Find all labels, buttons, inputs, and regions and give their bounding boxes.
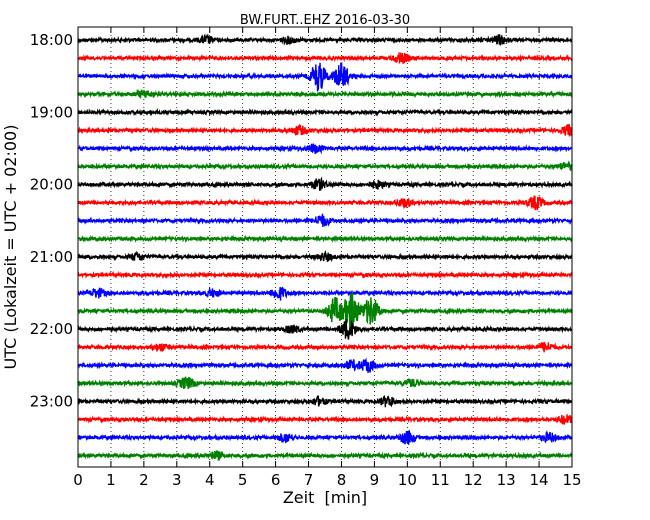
x-tick-label: 13	[497, 471, 516, 489]
x-tick-label: 9	[370, 471, 380, 489]
y-tick-label: 19:00	[30, 103, 73, 121]
chart-title: BW.FURT..EHZ 2016-03-30	[240, 13, 410, 28]
x-tick-label: 11	[431, 471, 450, 489]
trace-2345	[77, 450, 573, 462]
y-tick-label: 21:00	[30, 248, 73, 266]
trace-2000	[77, 176, 573, 191]
trace-2015	[77, 195, 573, 211]
x-axis-ticks: 0 1 2 3 4 5 6 7 8 9 10 11 12 13 14 15	[73, 27, 582, 489]
x-tick-label: 12	[464, 471, 483, 489]
y-tick-label: 23:00	[30, 392, 73, 410]
y-axis-ticks: 18:00 19:00 20:00 21:00 22:00 23:00	[30, 31, 572, 410]
y-tick-label: 18:00	[30, 31, 73, 49]
x-tick-label: 15	[562, 471, 581, 489]
x-tick-label: 1	[106, 471, 116, 489]
trace-1845	[77, 88, 573, 99]
trace-1900	[77, 107, 573, 117]
trace-1915	[77, 123, 573, 137]
y-tick-label: 22:00	[30, 320, 73, 338]
trace-2230	[77, 357, 573, 373]
y-axis-label: UTC (Lokalzeit = UTC + 02:00)	[1, 125, 20, 370]
x-axis-label: Zeit [min]	[283, 488, 367, 507]
y-tick-label: 20:00	[30, 176, 73, 194]
x-tick-label: 5	[238, 471, 248, 489]
grid-lines	[110, 27, 540, 467]
trace-2330	[77, 430, 573, 445]
trace-1945	[77, 160, 573, 172]
trace-1930	[77, 143, 573, 155]
x-tick-label: 14	[530, 471, 549, 489]
trace-2030	[77, 213, 573, 227]
trace-2200	[77, 319, 573, 340]
trace-1815	[77, 52, 573, 64]
x-tick-label: 3	[172, 471, 182, 489]
trace-2300	[77, 394, 573, 408]
x-tick-label: 8	[337, 471, 347, 489]
trace-2145	[77, 292, 573, 330]
plot-frame	[77, 26, 573, 468]
x-tick-label: 6	[271, 471, 281, 489]
trace-2245	[77, 376, 573, 390]
trace-2115	[77, 270, 573, 280]
x-tick-label: 4	[205, 471, 215, 489]
trace-1800	[77, 33, 573, 46]
x-tick-label: 7	[304, 471, 314, 489]
trace-2315	[77, 414, 573, 425]
trace-2100	[77, 249, 573, 263]
x-tick-label: 10	[398, 471, 417, 489]
x-tick-label: 2	[139, 471, 149, 489]
trace-2215	[77, 341, 573, 353]
traces	[77, 33, 573, 462]
trace-1830	[77, 61, 573, 92]
x-tick-label: 0	[73, 471, 83, 489]
trace-2045	[77, 234, 573, 244]
trace-2130	[77, 286, 573, 301]
